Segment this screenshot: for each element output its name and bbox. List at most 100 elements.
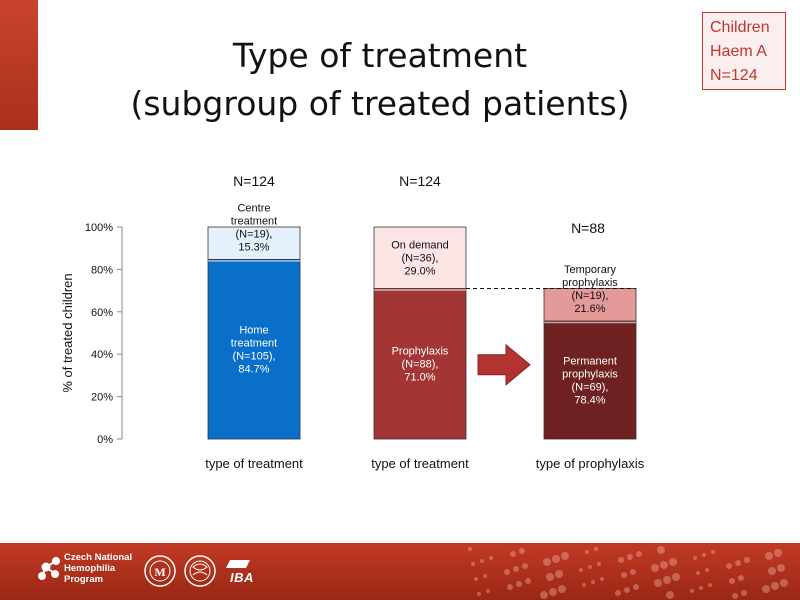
segment-label: 29.0% (404, 266, 435, 278)
decorative-dot (702, 553, 706, 557)
y-tick-label: 40% (91, 349, 113, 361)
university-seal-icon: M (144, 555, 176, 587)
decorative-dot (474, 577, 478, 581)
decorative-dot (597, 562, 601, 566)
iba-logo-text: IBA (230, 570, 254, 585)
y-tick-label: 0% (97, 434, 113, 446)
decorative-dot (477, 592, 481, 596)
decorative-dot (741, 590, 747, 596)
title-line-2: (subgroup of treated patients) (130, 84, 630, 123)
right-arrow-icon (477, 343, 531, 386)
category-label: type of prophylaxis (536, 456, 645, 471)
decorative-dot (666, 591, 674, 599)
stacked-bar-chart: 0% 20% 40% 60% 80% 100% % of treated children H… (60, 173, 645, 471)
decorative-dot (591, 580, 595, 584)
decorative-dot (546, 573, 554, 581)
decorative-dot (549, 588, 557, 596)
society-seal-icon (184, 555, 216, 587)
decorative-dot (762, 585, 770, 593)
decorative-dot (621, 572, 627, 578)
segment-label: 78.4% (574, 394, 605, 406)
segment-label: 71.0% (404, 372, 435, 384)
segment-label: (N=36), (402, 253, 439, 265)
decorative-dot (738, 575, 744, 581)
bar-total-label: N=88 (571, 220, 605, 236)
y-tick-label: 20% (91, 392, 113, 404)
decorative-dot (732, 593, 738, 599)
decorative-dot (525, 578, 531, 584)
program-line-3: Program (64, 574, 104, 585)
segment-label: Centre (237, 203, 270, 215)
decorative-dot (600, 577, 604, 581)
decorative-dot (489, 556, 493, 560)
segment-label: (N=69), (572, 381, 609, 393)
decorative-dot (636, 551, 642, 557)
decorative-dot (543, 558, 551, 566)
decorative-dot (630, 569, 636, 575)
decorative-dot (510, 551, 516, 557)
decorative-dot (555, 570, 563, 578)
segment-label: Home (239, 325, 268, 337)
decorative-dot (558, 585, 566, 593)
decorative-dot (552, 555, 560, 563)
decorative-dot (657, 546, 665, 554)
segment-label: 21.6% (574, 303, 605, 315)
category-label: type of treatment (371, 456, 469, 471)
bar-segment (543, 320, 637, 440)
y-tick-label: 100% (85, 222, 113, 234)
decorative-dot (696, 571, 700, 575)
decorative-dot (660, 561, 668, 569)
decorative-dot (588, 565, 592, 569)
decorative-dot (690, 589, 694, 593)
corner-accent-strip (0, 0, 38, 130)
bar-segment (207, 226, 301, 260)
decorative-dot (765, 552, 773, 560)
segment-label: Permanent (563, 355, 617, 367)
segment-label: Prophylaxis (392, 346, 449, 358)
cohort-info-box: Children Haem A N=124 (702, 12, 786, 90)
network-logo-icon (38, 557, 60, 580)
program-line-2: Hemophilia (64, 563, 116, 574)
bar-total-label: N=124 (233, 173, 275, 189)
iba-logo-icon (226, 560, 250, 568)
decorative-dot (594, 547, 598, 551)
decorative-dot (654, 579, 662, 587)
segment-label: (N=88), (402, 359, 439, 371)
decorative-dot (705, 568, 709, 572)
decorative-dot (729, 578, 735, 584)
segment-label: 15.3% (238, 242, 269, 254)
decorative-dot (471, 562, 475, 566)
info-line-3: N=124 (710, 67, 758, 84)
program-name: Czech National Hemophilia Program (64, 552, 132, 585)
decorative-dot (669, 558, 677, 566)
footer-graphics: M (38, 546, 788, 599)
decorative-dot (711, 550, 715, 554)
decorative-dot (633, 584, 639, 590)
decorative-dot (516, 581, 522, 587)
decorative-dot (585, 550, 589, 554)
decorative-dot (771, 582, 779, 590)
y-axis-label: % of treated children (60, 273, 75, 392)
footer-bar: M Czech National Hemophilia Program IBA (0, 543, 800, 600)
segment-label: 84.7% (238, 364, 269, 376)
decorative-dot (507, 584, 513, 590)
decorative-dot (618, 557, 624, 563)
decorative-dot (651, 564, 659, 572)
decorative-dot (561, 552, 569, 560)
segment-label: (N=19), (572, 290, 609, 302)
decorative-dot (735, 560, 741, 566)
program-line-1: Czech National (64, 552, 133, 563)
segment-label: treatment (231, 216, 277, 228)
decorative-dot (780, 579, 788, 587)
decorative-dot (522, 563, 528, 569)
decorative-dot (768, 567, 776, 575)
slide-title: Type of treatment (subgroup of treated p… (60, 32, 700, 128)
decorative-dot (519, 548, 525, 554)
segment-label: treatment (231, 338, 277, 350)
decorative-dot (513, 566, 519, 572)
decorative-dot (615, 590, 621, 596)
decorative-dot (627, 554, 633, 560)
info-line-1: Children (710, 19, 770, 36)
svg-text:M: M (154, 565, 165, 579)
segment-label: prophylaxis (562, 368, 618, 380)
